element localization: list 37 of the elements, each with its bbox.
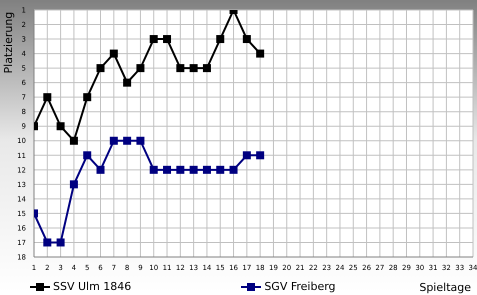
point xyxy=(150,166,158,174)
point xyxy=(56,122,65,130)
point xyxy=(242,35,251,44)
point xyxy=(230,166,238,174)
point xyxy=(43,238,52,246)
point xyxy=(123,136,132,145)
point xyxy=(110,136,118,145)
point xyxy=(83,93,92,102)
point xyxy=(216,166,224,174)
point xyxy=(202,64,211,72)
point xyxy=(256,50,264,58)
point xyxy=(256,151,264,160)
point xyxy=(96,166,105,174)
point xyxy=(163,35,172,44)
point xyxy=(136,64,144,72)
point xyxy=(56,238,65,246)
point xyxy=(110,50,118,58)
point xyxy=(96,64,105,72)
point xyxy=(163,166,172,174)
legend-label: SGV Freiberg xyxy=(264,280,336,293)
point xyxy=(83,151,92,160)
x-axis-title: Spieltage xyxy=(419,281,471,294)
point xyxy=(43,93,52,102)
point xyxy=(70,180,78,188)
point xyxy=(70,136,78,145)
point xyxy=(202,166,211,174)
point xyxy=(123,78,132,87)
point xyxy=(176,166,184,174)
point xyxy=(190,166,198,174)
point xyxy=(136,136,144,145)
legend-label: SSV Ulm 1846 xyxy=(53,280,132,293)
point xyxy=(190,64,198,72)
y-axis-title: Platzierung xyxy=(2,12,15,74)
point xyxy=(242,151,251,160)
point xyxy=(216,35,224,44)
point xyxy=(150,35,158,44)
point xyxy=(176,64,184,72)
